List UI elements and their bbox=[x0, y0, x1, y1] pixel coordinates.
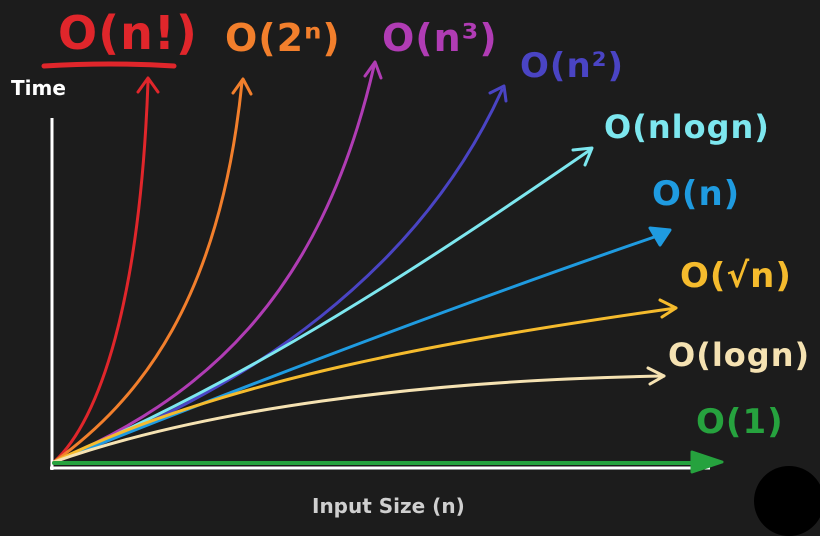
curve-nlogn bbox=[52, 146, 594, 464]
label-sqrt: O(√n) bbox=[680, 256, 792, 296]
curve-sqrt bbox=[52, 298, 678, 464]
y-axis-label: Time bbox=[11, 76, 66, 100]
curve-constant bbox=[52, 450, 724, 474]
curve-factorial bbox=[52, 76, 160, 464]
x-axis-label: Input Size (n) bbox=[312, 494, 465, 518]
curve-linear bbox=[52, 226, 672, 464]
label-cubic: O(n³) bbox=[382, 16, 498, 60]
curve-quadratic bbox=[52, 84, 508, 464]
label-nlogn: O(nlogn) bbox=[604, 108, 770, 146]
label-constant: O(1) bbox=[696, 402, 784, 442]
factorial-underline bbox=[41, 61, 177, 69]
curve-log bbox=[52, 366, 666, 464]
label-exponential: O(2ⁿ) bbox=[225, 16, 341, 60]
dark-blob-decoration bbox=[754, 466, 820, 536]
label-factorial: O(n!) bbox=[58, 6, 198, 60]
label-linear: O(n) bbox=[652, 174, 741, 214]
curve-cubic bbox=[52, 60, 383, 464]
label-log: O(logn) bbox=[668, 336, 811, 374]
label-quadratic: O(n²) bbox=[520, 46, 625, 86]
curve-exponential bbox=[52, 77, 253, 464]
